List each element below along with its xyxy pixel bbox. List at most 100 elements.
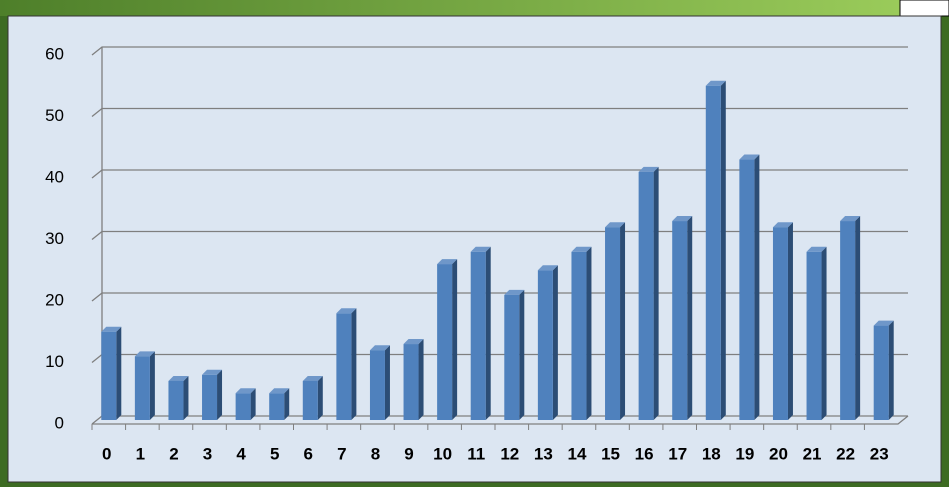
- bar: [369, 350, 385, 420]
- frame-top: [0, 0, 900, 16]
- bar: [571, 251, 587, 420]
- bar-top: [101, 326, 122, 332]
- bar: [235, 393, 251, 420]
- bar-side: [787, 222, 793, 420]
- y-tick-label: 40: [45, 167, 64, 186]
- bar: [403, 344, 419, 420]
- x-tick-label: 5: [270, 444, 279, 463]
- x-tick-label: 17: [668, 444, 687, 463]
- bar-side: [418, 339, 424, 420]
- bar: [806, 251, 822, 420]
- bar: [202, 374, 218, 420]
- bar-top: [605, 222, 626, 228]
- bar-side: [552, 265, 558, 420]
- bar: [705, 85, 721, 420]
- bar-side: [620, 222, 626, 420]
- frame-corner: [899, 0, 949, 17]
- bar-side: [149, 351, 155, 420]
- bar-top: [403, 339, 424, 345]
- bar-top: [470, 246, 491, 252]
- bar-top: [638, 166, 659, 172]
- y-tick-label: 20: [45, 290, 64, 309]
- y-tick-label: 60: [45, 44, 64, 63]
- y-tick-label: 30: [45, 229, 64, 248]
- x-tick-label: 15: [601, 444, 620, 463]
- bar-top: [269, 388, 290, 394]
- x-tick-label: 20: [769, 444, 788, 463]
- y-tick-label: 0: [55, 413, 64, 432]
- bar: [101, 331, 117, 420]
- x-tick-label: 9: [404, 444, 413, 463]
- x-tick-label: 0: [102, 444, 111, 463]
- bar-top: [705, 80, 726, 86]
- bar-top: [369, 345, 390, 351]
- x-tick-label: 8: [371, 444, 380, 463]
- bar-side: [485, 246, 491, 420]
- bar-side: [284, 388, 290, 420]
- bar-side: [116, 326, 122, 420]
- y-tick-label: 10: [45, 352, 64, 371]
- bar-top: [504, 289, 525, 295]
- x-tick-label: 16: [635, 444, 654, 463]
- x-tick-label: 13: [534, 444, 553, 463]
- x-tick-label: 14: [567, 444, 586, 463]
- bar-top: [202, 369, 223, 375]
- bar-side: [888, 320, 894, 420]
- x-tick-label: 21: [803, 444, 822, 463]
- x-tick-label: 18: [702, 444, 721, 463]
- bar-side: [754, 154, 760, 421]
- bar-side: [317, 375, 323, 420]
- bar: [873, 325, 889, 420]
- x-tick-label: 11: [467, 444, 485, 463]
- x-tick-label: 12: [500, 444, 519, 463]
- bar: [269, 393, 285, 420]
- bar: [437, 264, 453, 420]
- bar-side: [452, 259, 458, 420]
- bar-top: [336, 308, 357, 314]
- x-tick-label: 6: [304, 444, 313, 463]
- x-tick-label: 23: [870, 444, 889, 463]
- bar-side: [351, 308, 357, 420]
- bar-side: [720, 80, 726, 420]
- bar: [672, 221, 688, 420]
- bar-side: [687, 216, 693, 420]
- bar: [739, 159, 755, 421]
- bar-top: [571, 246, 592, 252]
- bar: [638, 171, 654, 420]
- bar-top: [134, 351, 155, 357]
- bar-top: [437, 259, 458, 265]
- bar-top: [302, 375, 323, 381]
- x-tick-label: 7: [337, 444, 346, 463]
- bar-side: [855, 216, 861, 420]
- bar-side: [586, 246, 592, 420]
- bar-top: [772, 222, 793, 228]
- x-tick-label: 10: [433, 444, 452, 463]
- bar-side: [653, 166, 659, 420]
- bar-top: [873, 320, 894, 326]
- bar: [772, 227, 788, 420]
- bar-top: [739, 154, 760, 160]
- bar: [134, 356, 150, 420]
- x-tick-label: 19: [735, 444, 754, 463]
- bar: [504, 294, 520, 420]
- x-tick-label: 4: [236, 444, 246, 463]
- x-tick-label: 2: [169, 444, 178, 463]
- bar-side: [821, 246, 827, 420]
- bar-side: [217, 369, 223, 420]
- x-tick-label: 22: [836, 444, 855, 463]
- bar-side: [384, 345, 390, 420]
- bar-side: [519, 289, 525, 420]
- bar-top: [168, 375, 189, 381]
- y-tick-label: 50: [45, 106, 64, 125]
- bar: [537, 270, 553, 420]
- bar: [168, 380, 184, 420]
- bar: [470, 251, 486, 420]
- bar-side: [183, 375, 189, 420]
- bar: [302, 380, 318, 420]
- bar-side: [250, 388, 256, 420]
- bar-top: [840, 216, 861, 222]
- bar-top: [235, 388, 256, 394]
- x-tick-label: 1: [136, 444, 145, 463]
- bar: [336, 313, 352, 420]
